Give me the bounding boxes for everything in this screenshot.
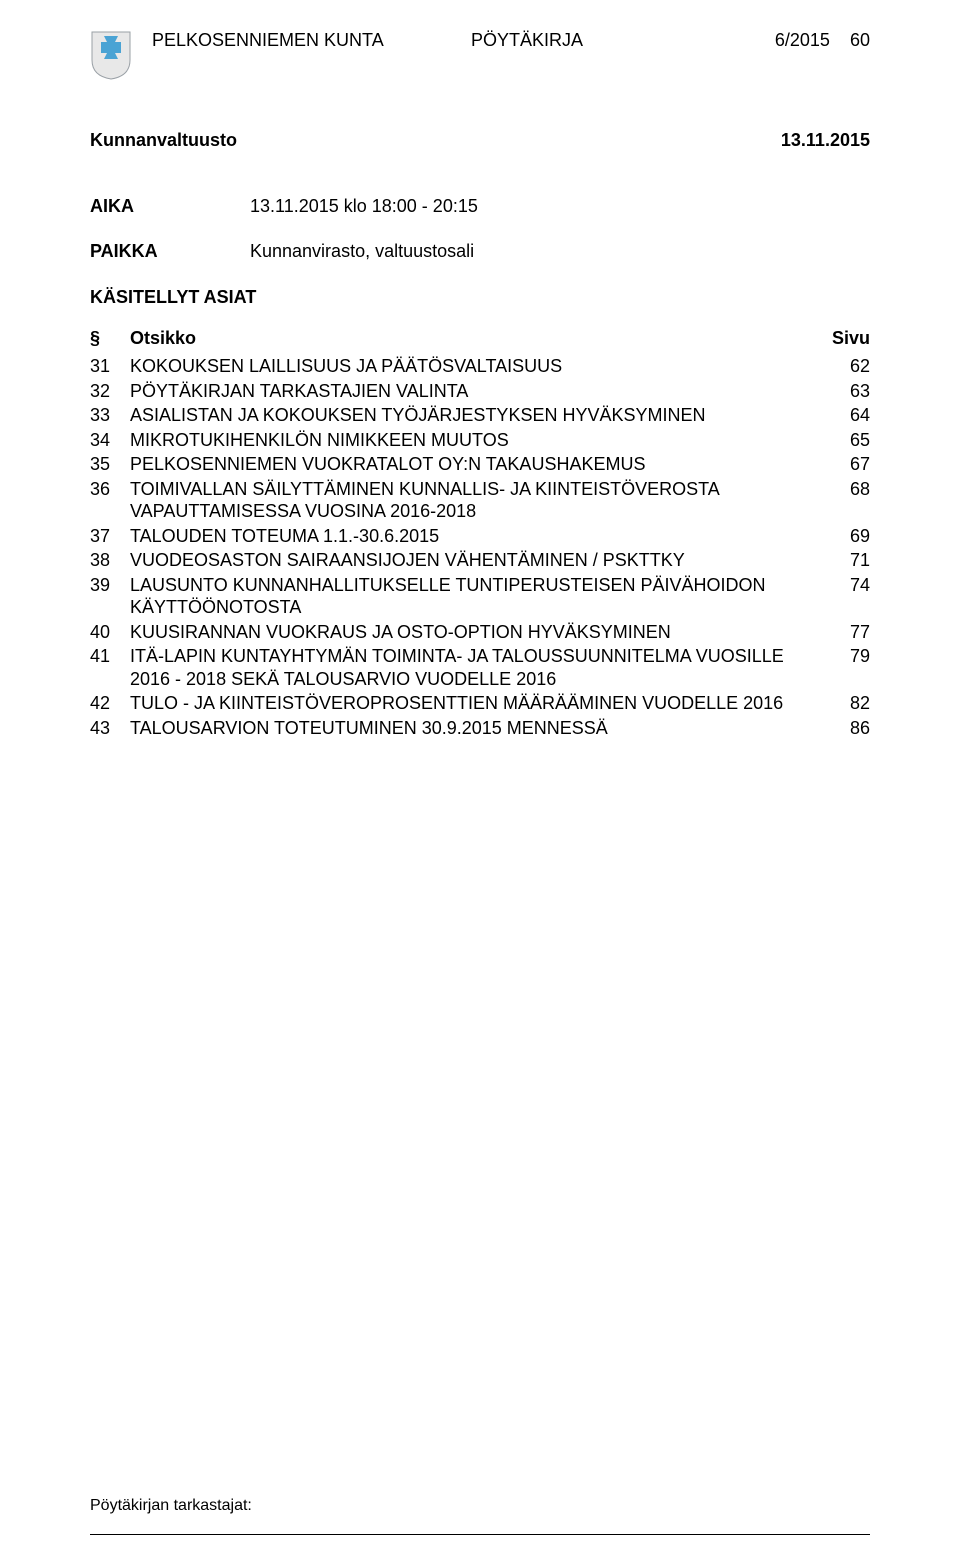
toc-item-title[interactable]: TALOUDEN TOTEUMA 1.1.-30.6.2015 <box>130 525 810 548</box>
meta-time-row: AIKA 13.11.2015 klo 18:00 - 20:15 <box>90 196 870 217</box>
toc-item-title[interactable]: KUUSIRANNAN VUOKRAUS JA OSTO-OPTION HYVÄ… <box>130 621 810 644</box>
toc-item-title[interactable]: VUODEOSASTON SAIRAANSIJOJEN VÄHENTÄMINEN… <box>130 549 810 572</box>
toc-item-page: 79 <box>810 645 870 668</box>
toc-item-num: 35 <box>90 453 130 476</box>
toc-body: 31KOKOUKSEN LAILLISUUS JA PÄÄTÖSVALTAISU… <box>90 355 870 739</box>
meta-time-label: AIKA <box>90 196 250 217</box>
toc-item-page: 74 <box>810 574 870 597</box>
toc-row: 39LAUSUNTO KUNNANHALLITUKSELLE TUNTIPERU… <box>90 574 870 619</box>
toc-header-page: Sivu <box>810 328 870 349</box>
toc-row: 33ASIALISTAN JA KOKOUKSEN TYÖJÄRJESTYKSE… <box>90 404 870 427</box>
toc-item-title[interactable]: TULO - JA KIINTEISTÖVEROPROSENTTIEN MÄÄR… <box>130 692 810 715</box>
header-issue: 6/2015 <box>775 30 830 50</box>
toc-item-page: 67 <box>810 453 870 476</box>
toc-item-title[interactable]: TALOUSARVION TOTEUTUMINEN 30.9.2015 MENN… <box>130 717 810 740</box>
header-doc-type: PÖYTÄKIRJA <box>421 30 740 51</box>
meeting-date: 13.11.2015 <box>781 130 870 151</box>
header-row: PELKOSENNIEMEN KUNTA PÖYTÄKIRJA 6/2015 6… <box>90 30 870 80</box>
toc-item-page: 65 <box>810 429 870 452</box>
header-texts: PELKOSENNIEMEN KUNTA PÖYTÄKIRJA 6/2015 6… <box>152 30 870 51</box>
toc-section-title: KÄSITELLYT ASIAT <box>90 287 870 308</box>
meta-time-value: 13.11.2015 klo 18:00 - 20:15 <box>250 196 870 217</box>
header-org: PELKOSENNIEMEN KUNTA <box>152 30 421 51</box>
toc-row: 31KOKOUKSEN LAILLISUUS JA PÄÄTÖSVALTAISU… <box>90 355 870 378</box>
toc-item-page: 62 <box>810 355 870 378</box>
toc-item-num: 36 <box>90 478 130 501</box>
toc-item-page: 86 <box>810 717 870 740</box>
header-page-no: 60 <box>850 30 870 50</box>
toc-item-page: 69 <box>810 525 870 548</box>
meta-place-label: PAIKKA <box>90 241 250 262</box>
footer-text: Pöytäkirjan tarkastajat: <box>90 1497 252 1515</box>
toc-item-page: 68 <box>810 478 870 501</box>
spacer <box>90 227 870 241</box>
toc-item-num: 34 <box>90 429 130 452</box>
toc-item-title[interactable]: ASIALISTAN JA KOKOUKSEN TYÖJÄRJESTYKSEN … <box>130 404 810 427</box>
toc-row: 40KUUSIRANNAN VUOKRAUS JA OSTO-OPTION HY… <box>90 621 870 644</box>
toc-row: 34MIKROTUKIHENKILÖN NIMIKKEEN MUUTOS65 <box>90 429 870 452</box>
meta-place-value: Kunnanvirasto, valtuustosali <box>250 241 870 262</box>
toc-header-title: Otsikko <box>130 328 810 349</box>
toc-row: 35PELKOSENNIEMEN VUOKRATALOT OY:N TAKAUS… <box>90 453 870 476</box>
header-issue-page: 6/2015 60 <box>740 30 870 51</box>
toc-header-section: § <box>90 328 130 349</box>
toc-item-num: 40 <box>90 621 130 644</box>
toc-item-title[interactable]: ITÄ-LAPIN KUNTAYHTYMÄN TOIMINTA- JA TALO… <box>130 645 810 690</box>
toc-item-title[interactable]: PÖYTÄKIRJAN TARKASTAJIEN VALINTA <box>130 380 810 403</box>
toc-item-page: 64 <box>810 404 870 427</box>
toc-row: 37TALOUDEN TOTEUMA 1.1.-30.6.201569 <box>90 525 870 548</box>
toc-item-num: 32 <box>90 380 130 403</box>
municipality-logo-icon <box>90 30 132 80</box>
meeting-body: Kunnanvaltuusto <box>90 130 237 151</box>
toc-item-num: 42 <box>90 692 130 715</box>
toc-item-title[interactable]: TOIMIVALLAN SÄILYTTÄMINEN KUNNALLIS- JA … <box>130 478 810 523</box>
toc-row: 36TOIMIVALLAN SÄILYTTÄMINEN KUNNALLIS- J… <box>90 478 870 523</box>
toc-row: 41ITÄ-LAPIN KUNTAYHTYMÄN TOIMINTA- JA TA… <box>90 645 870 690</box>
toc-item-num: 43 <box>90 717 130 740</box>
toc-item-title[interactable]: PELKOSENNIEMEN VUOKRATALOT OY:N TAKAUSHA… <box>130 453 810 476</box>
toc-header: § Otsikko Sivu <box>90 328 870 349</box>
toc-item-page: 63 <box>810 380 870 403</box>
toc-item-num: 33 <box>90 404 130 427</box>
toc-item-num: 41 <box>90 645 130 668</box>
meta-place-row: PAIKKA Kunnanvirasto, valtuustosali <box>90 241 870 262</box>
toc-row: 42TULO - JA KIINTEISTÖVEROPROSENTTIEN MÄ… <box>90 692 870 715</box>
toc-item-num: 37 <box>90 525 130 548</box>
toc-item-title[interactable]: KOKOUKSEN LAILLISUUS JA PÄÄTÖSVALTAISUUS <box>130 355 810 378</box>
toc-row: 43TALOUSARVION TOTEUTUMINEN 30.9.2015 ME… <box>90 717 870 740</box>
page: PELKOSENNIEMEN KUNTA PÖYTÄKIRJA 6/2015 6… <box>0 0 960 1565</box>
toc-item-title[interactable]: MIKROTUKIHENKILÖN NIMIKKEEN MUUTOS <box>130 429 810 452</box>
toc-item-num: 39 <box>90 574 130 597</box>
meeting-row: Kunnanvaltuusto 13.11.2015 <box>90 130 870 151</box>
toc-row: 32PÖYTÄKIRJAN TARKASTAJIEN VALINTA63 <box>90 380 870 403</box>
toc-item-num: 31 <box>90 355 130 378</box>
toc-item-page: 77 <box>810 621 870 644</box>
toc-item-page: 71 <box>810 549 870 572</box>
toc-item-num: 38 <box>90 549 130 572</box>
toc-row: 38VUODEOSASTON SAIRAANSIJOJEN VÄHENTÄMIN… <box>90 549 870 572</box>
toc-item-page: 82 <box>810 692 870 715</box>
toc-item-title[interactable]: LAUSUNTO KUNNANHALLITUKSELLE TUNTIPERUST… <box>130 574 810 619</box>
footer-rule <box>90 1534 870 1535</box>
